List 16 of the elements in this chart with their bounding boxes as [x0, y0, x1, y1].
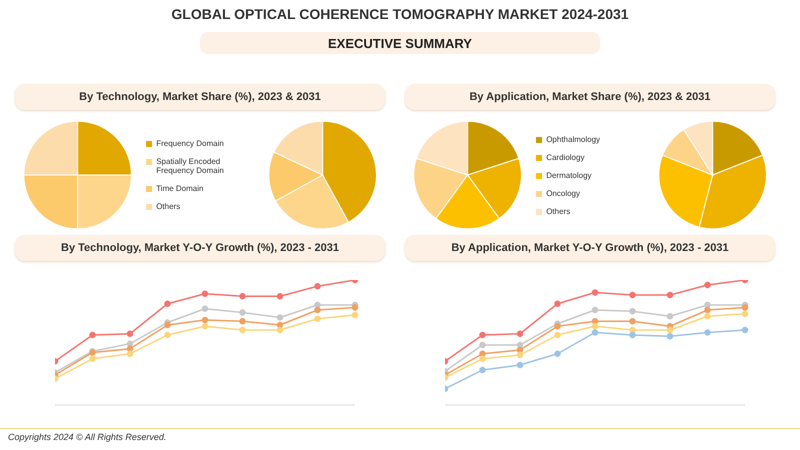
legend-label: Frequency Domain: [156, 139, 224, 148]
legend-label: Time Domain: [156, 184, 204, 193]
chart-title: By Application, Market Share (%), 2023 & 2031: [405, 84, 775, 110]
legend-label: Spatially Encoded Frequency Domain: [156, 157, 225, 175]
legend-label: Cardiology: [546, 152, 584, 162]
chart-title: By Technology, Market Share (%), 2023 & 2031: [15, 84, 385, 110]
text: EXECUTIVE SUMMARY: [200, 32, 600, 54]
legend-label: Others: [156, 202, 180, 211]
text: GLOBAL OPTICAL COHERENCE TOMOGRAPHY MARKET 2024-2031: [170, 6, 630, 22]
legend-label: Dermatology: [546, 170, 592, 180]
legend-label: Others: [546, 206, 570, 216]
legend-label: Oncology: [546, 188, 580, 198]
text: Copyrights 2024 © All Rights Reserved.: [8, 432, 166, 442]
legend-label: Ophthalmology: [546, 134, 600, 144]
chart-title: By Technology, Market Y-O-Y Growth (%), 2023 - 2031: [15, 235, 385, 261]
chart-title: By Application, Market Y-O-Y Growth (%), 2023 - 2031: [405, 235, 775, 261]
